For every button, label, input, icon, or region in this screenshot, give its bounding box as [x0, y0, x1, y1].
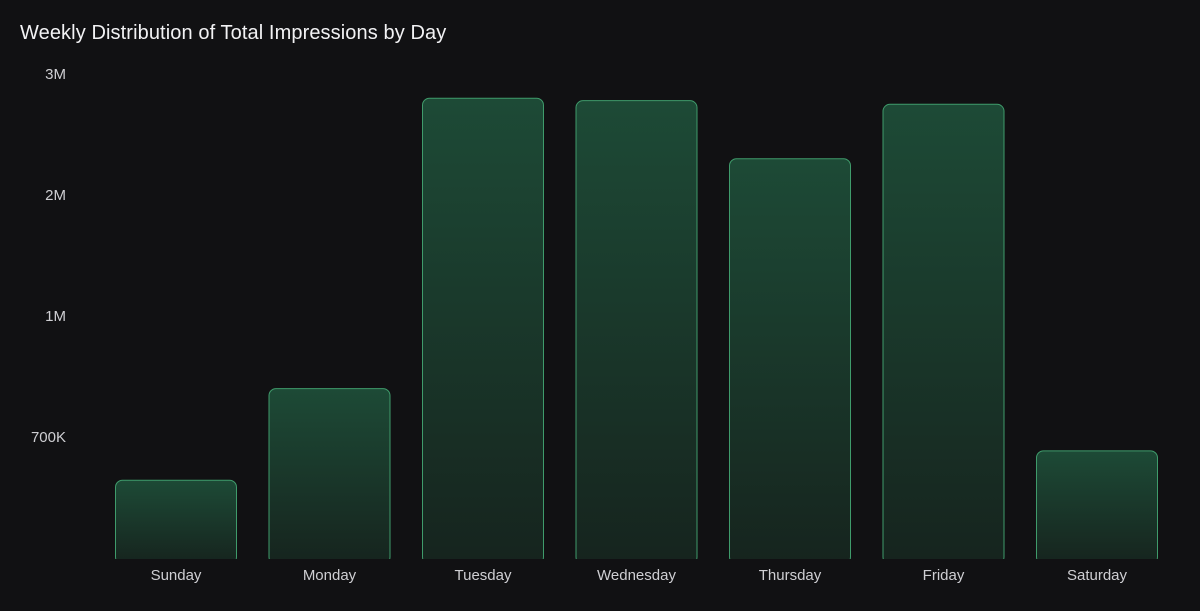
y-axis: 700K 1M 2M 3M: [31, 66, 66, 446]
bar-saturday[interactable]: [1036, 450, 1158, 565]
bar-sunday[interactable]: [115, 479, 237, 565]
bars-group: [0, 97, 1200, 567]
baseline-mask: [0, 559, 1200, 567]
x-tick-label-monday: Monday: [303, 567, 357, 584]
x-axis: Sunday Monday Tuesday Wednesday Thursday Frid…: [151, 567, 1128, 584]
chart-title: Weekly Distribution of Total Impressions…: [20, 22, 447, 44]
bar-wednesday[interactable]: [575, 100, 698, 565]
bar-tuesday[interactable]: [422, 97, 544, 565]
y-tick-label: 1M: [45, 308, 66, 325]
bar-monday[interactable]: [268, 388, 391, 565]
x-tick-label-sunday: Sunday: [151, 567, 202, 584]
x-tick-label-saturday: Saturday: [1067, 567, 1128, 584]
x-tick-label-friday: Friday: [923, 567, 965, 584]
y-tick-label: 3M: [45, 66, 66, 83]
x-tick-label-tuesday: Tuesday: [455, 567, 512, 584]
x-tick-label-wednesday: Wednesday: [597, 567, 676, 584]
y-tick-label: 700K: [31, 429, 66, 446]
bar-thursday[interactable]: [729, 158, 851, 565]
y-tick-label: 2M: [45, 187, 66, 204]
bar-friday[interactable]: [882, 103, 1005, 565]
x-tick-label-thursday: Thursday: [759, 567, 822, 584]
